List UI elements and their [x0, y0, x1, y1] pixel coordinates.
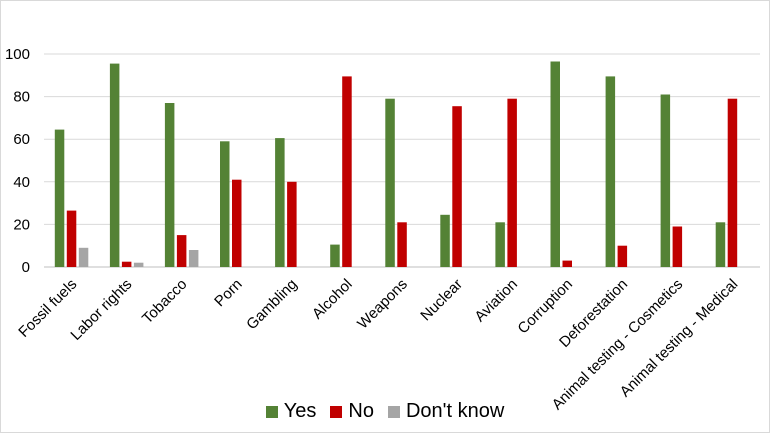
bar-no-corruption: [562, 260, 572, 267]
gridlines: [44, 53, 760, 268]
bar-yes-weapons: [385, 98, 395, 267]
bar-yes-gambling: [275, 138, 285, 267]
y-tick-label: 100: [5, 46, 30, 63]
bar-yes-nuclear: [440, 214, 450, 267]
legend-swatch: [265, 405, 278, 418]
legend-item: Don't know: [387, 400, 505, 423]
bar-yes-tobacco: [164, 103, 175, 267]
bar-no-weapons: [397, 222, 407, 267]
y-tick-label: 0: [22, 259, 30, 276]
bar-yes-porn: [220, 141, 230, 267]
legend: Yes No Don't know: [0, 400, 770, 423]
bar-don-t-know-labor-rights: [133, 262, 144, 267]
bar-no-animal-testing-cosmetics: [672, 226, 683, 267]
bar-no-gambling: [287, 181, 297, 267]
x-category-label: Weapons: [354, 276, 411, 333]
legend-item: No: [330, 400, 374, 423]
bar-no-deforestation: [617, 245, 628, 267]
bar-yes-labor-rights: [109, 63, 120, 267]
bar-no-porn: [232, 179, 242, 267]
y-axis-ticks: 0 20 40 60 80 100: [5, 46, 30, 276]
bar-no-fossil-fuels: [66, 210, 77, 267]
y-tick-label: 20: [13, 216, 30, 233]
bar-yes-corruption: [550, 61, 560, 267]
legend-swatch: [387, 405, 400, 418]
y-tick-label: 40: [13, 174, 30, 191]
x-category-label: Porn: [211, 276, 245, 310]
legend-label: Yes: [283, 400, 317, 422]
x-category-label: Tobacco: [139, 276, 191, 328]
bar-don-t-know-tobacco: [188, 250, 199, 267]
bar-no-alcohol: [342, 76, 352, 268]
bar-yes-deforestation: [605, 76, 616, 268]
bars: [54, 61, 738, 268]
bar-don-t-know-fossil-fuels: [78, 247, 89, 267]
legend-swatch: [330, 405, 343, 418]
bar-yes-fossil-fuels: [54, 129, 65, 267]
bar-no-nuclear: [452, 106, 462, 267]
y-tick-label: 60: [13, 131, 30, 148]
x-category-label: Gambling: [243, 276, 300, 333]
bar-no-labor-rights: [121, 261, 132, 267]
bar-no-aviation: [507, 98, 517, 267]
bar-no-tobacco: [176, 235, 187, 267]
legend-item: Yes: [265, 400, 317, 423]
x-category-label: Nuclear: [417, 276, 466, 325]
bar-yes-aviation: [495, 222, 505, 267]
bar-yes-alcohol: [330, 244, 340, 267]
bar-yes-animal-testing-cosmetics: [660, 94, 671, 267]
bar-yes-animal-testing-medical: [715, 222, 726, 267]
y-tick-label: 80: [13, 89, 30, 106]
x-category-label: Aviation: [471, 276, 521, 326]
bar-no-animal-testing-medical: [727, 98, 738, 267]
x-category-label: Alcohol: [309, 276, 356, 323]
legend-label: No: [348, 400, 374, 422]
legend-label: Don't know: [405, 400, 505, 422]
